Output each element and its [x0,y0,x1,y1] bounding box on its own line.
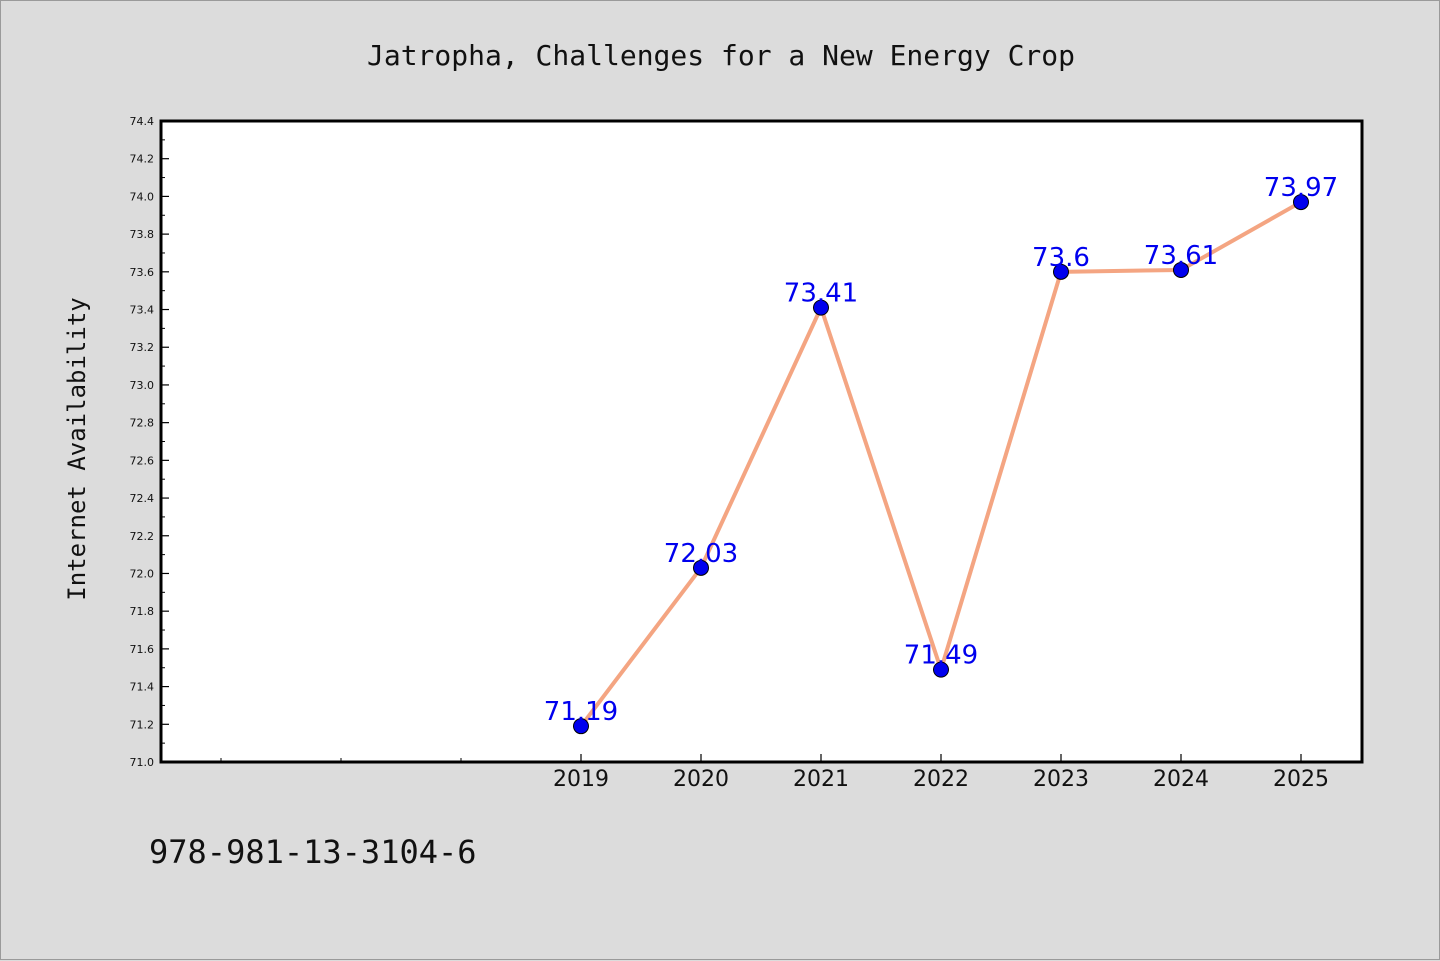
y-tick-label: 71.2 [130,718,155,731]
data-label: 72.03 [664,539,738,569]
x-axis: 2019 2020 2021 2022 2023 2024 2025 [220,754,1329,792]
data-point [693,559,709,576]
y-tick-label: 73.8 [130,228,155,241]
data-point [813,299,829,316]
chart-title: Jatropha, Challenges for a New Energy Cr… [367,39,1075,72]
x-tick-label: 2025 [1273,767,1329,792]
x-tick-label: 2024 [1153,767,1209,792]
data-point [1173,261,1189,278]
data-label: 73.61 [1144,241,1218,271]
x-tick-label: 2022 [913,767,969,792]
y-tick-label: 74.4 [130,115,155,128]
y-tick-label: 72.6 [130,454,155,467]
series-layer: 71.19 72.03 73.41 71.49 73.6 73.61 73.97 [544,173,1338,735]
data-label: 73.6 [1032,243,1090,273]
data-point [933,661,949,678]
data-point [1053,263,1069,280]
data-label: 71.19 [544,697,618,727]
y-tick-label: 72.4 [130,492,155,505]
y-tick-label: 71.4 [130,681,155,694]
y-axis-label: Internet Availability [63,297,91,600]
y-tick-label: 72.8 [130,417,155,430]
y-tick-label: 72.0 [130,567,155,580]
y-tick-label: 71.0 [130,756,155,769]
y-tick-label: 73.6 [130,266,155,279]
data-point [1293,194,1309,211]
y-axis: 71.0 71.2 71.4 71.6 71.8 72.0 72.2 72.4 72.6 72.8… [130,115,169,769]
x-tick-label: 2021 [793,767,849,792]
y-tick-label: 72.2 [130,530,155,543]
isbn-label: 978-981-13-3104-6 [149,833,477,871]
data-label: 73.97 [1264,173,1338,203]
plot-area [159,119,1364,764]
y-tick-label: 73.2 [130,341,155,354]
y-tick-label: 71.8 [130,605,155,618]
x-tick-label: 2019 [553,767,609,792]
data-label: 73.41 [784,279,858,309]
data-label: 71.49 [904,641,978,671]
y-tick-label: 71.6 [130,643,155,656]
y-tick-label: 73.4 [130,304,155,317]
y-tick-label: 73.0 [130,379,155,392]
x-tick-label: 2020 [673,767,729,792]
y-tick-label: 74.0 [130,190,155,203]
y-tick-label: 74.2 [130,153,155,166]
data-point [573,718,589,735]
x-tick-label: 2023 [1033,767,1089,792]
